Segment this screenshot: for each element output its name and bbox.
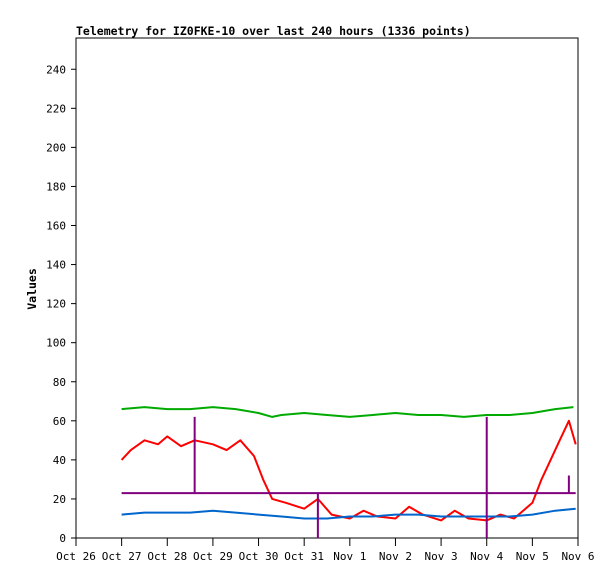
y-tick-label: 80 bbox=[53, 376, 66, 389]
y-tick-label: 0 bbox=[59, 532, 66, 545]
y-tick-label: 160 bbox=[46, 220, 66, 233]
x-tick-label: Oct 29 bbox=[193, 550, 233, 563]
y-axis-label: Values bbox=[25, 268, 39, 310]
y-tick-label: 40 bbox=[53, 454, 66, 467]
x-tick-label: Oct 30 bbox=[239, 550, 279, 563]
y-tick-label: 100 bbox=[46, 337, 66, 350]
y-tick-label: 200 bbox=[46, 141, 66, 154]
x-tick-label: Oct 31 bbox=[284, 550, 324, 563]
plot-frame bbox=[75, 37, 579, 539]
x-tick-label: Oct 26 bbox=[56, 550, 96, 563]
series-layer bbox=[120, 406, 577, 538]
series-line-3 bbox=[121, 507, 576, 520]
y-tick-label: 180 bbox=[46, 180, 66, 193]
chart-title: Telemetry for IZ0FKE-10 over last 240 ho… bbox=[76, 24, 471, 38]
y-tick-label: 220 bbox=[46, 102, 66, 115]
x-tick-label: Nov 2 bbox=[379, 550, 412, 563]
x-tick-label: Nov 3 bbox=[425, 550, 458, 563]
series-line-1 bbox=[120, 419, 577, 522]
y-tick-label: 120 bbox=[46, 298, 66, 311]
y-tick-label: 240 bbox=[46, 63, 66, 76]
x-tick-label: Oct 27 bbox=[102, 550, 142, 563]
x-tick-label: Nov 6 bbox=[561, 550, 594, 563]
x-tick-label: Oct 28 bbox=[147, 550, 187, 563]
y-tick-label: 60 bbox=[53, 415, 66, 428]
x-tick-label: Nov 4 bbox=[470, 550, 503, 563]
y-tick-label: 140 bbox=[46, 259, 66, 272]
y-tick-label: 20 bbox=[53, 493, 66, 506]
x-axis: Oct 26 Oct 27 Oct 28 Oct 29 Oct 30 Oct 31 Nov … bbox=[56, 538, 595, 563]
series-line-0 bbox=[121, 406, 574, 418]
y-axis: 0 20 40 60 80 100 120 140 160 180 200 220 240 bbox=[46, 63, 76, 545]
x-tick-label: Nov 1 bbox=[333, 550, 366, 563]
x-tick-label: Nov 5 bbox=[516, 550, 549, 563]
